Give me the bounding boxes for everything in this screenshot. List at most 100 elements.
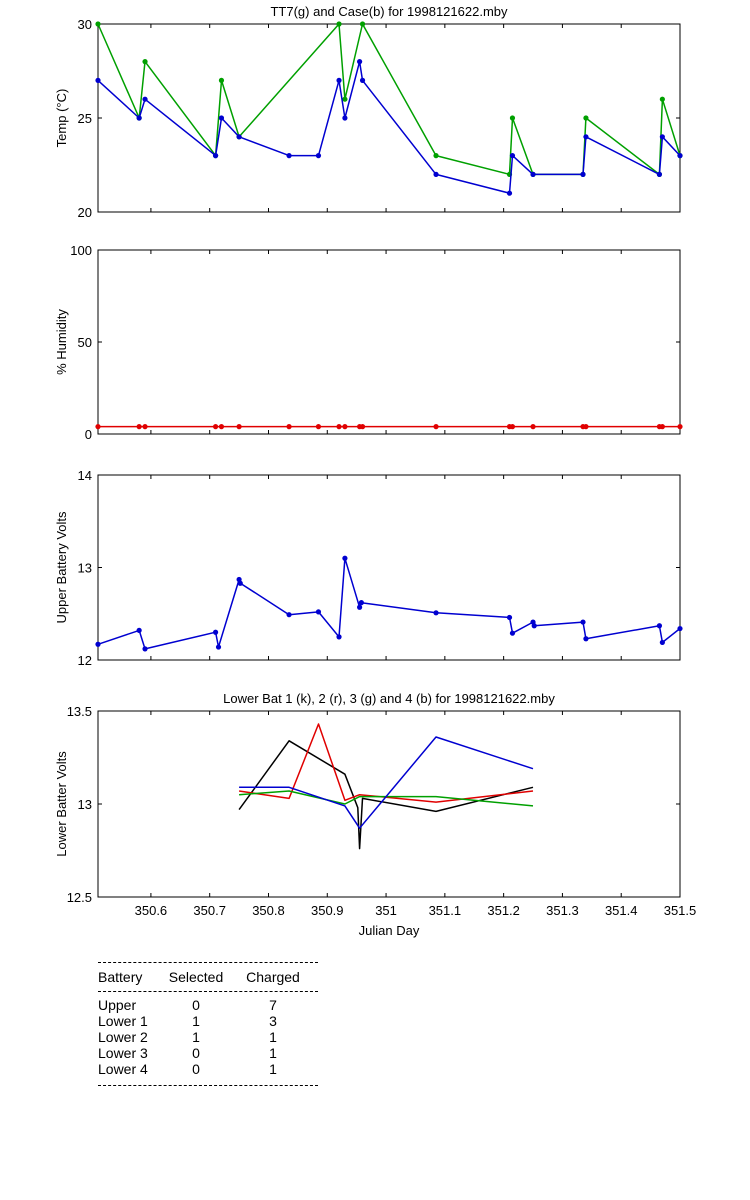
humidity-ytick-label: 0 (85, 427, 92, 442)
humidity-series-0-point (509, 424, 516, 430)
upper-series-0-point (656, 623, 663, 629)
upper-series-0-point (357, 604, 363, 610)
temp-ytick-label: 20 (78, 205, 92, 220)
lower-xlabel: Julian Day (359, 923, 420, 938)
temp-series-1-point (580, 171, 586, 177)
temp-series-1-point (236, 134, 242, 140)
upper-series-0-point (286, 612, 292, 618)
lower-xtick-label: 351.2 (487, 903, 520, 918)
cell-battery: Lower 3 (98, 1045, 148, 1061)
lower-xtick-label: 351.3 (546, 903, 579, 918)
temp-series-1-point (286, 153, 292, 159)
lower-xtick-label: 351 (375, 903, 397, 918)
temp-ylabel: Temp (°C) (54, 89, 69, 148)
table-header-rule (98, 991, 318, 992)
header-selected: Selected (168, 969, 224, 985)
lower-xtick-label: 350.8 (252, 903, 285, 918)
lower-series-3-line (239, 736, 534, 829)
temp-series-1-point (357, 59, 363, 65)
humidity-series-0-point (659, 424, 665, 430)
humidity-plot-frame (97, 249, 681, 435)
cell-battery: Lower 4 (98, 1061, 148, 1077)
temp-series-0-point (659, 96, 665, 102)
humidity-series-0-point (530, 424, 536, 430)
cell-charged: 3 (269, 1013, 277, 1029)
lower-ylabel: Lower Batter Volts (54, 751, 69, 857)
upper-series-0-point (509, 630, 516, 636)
temp-series-1-point (136, 115, 142, 121)
upper-series-0-point (433, 610, 439, 616)
temp-ytick-label: 30 (78, 17, 92, 32)
cell-battery: Lower 1 (98, 1013, 148, 1029)
table-header-row: Battery Selected Charged (98, 963, 318, 991)
humidity-series-0-point (315, 424, 322, 430)
upper-series-0-point (342, 555, 348, 561)
lower-xtick-label: 351.5 (664, 903, 697, 918)
upper-series-0-point (215, 644, 222, 650)
temp-title: TT7(g) and Case(b) for 1998121622.mby (270, 4, 508, 19)
humidity-series-0-point (359, 424, 366, 430)
temp-series-1-point (506, 190, 513, 196)
temp-series-0-point (142, 59, 148, 65)
temp-series-1-point (656, 171, 663, 177)
lower-ytick-label: 13.5 (67, 704, 92, 719)
upper-series-0-point (142, 646, 148, 652)
header-charged: Charged (246, 969, 300, 985)
temp-series-0-point (509, 115, 516, 121)
upper-series-0-point (583, 636, 589, 642)
humidity-series-0-point (136, 424, 142, 430)
lower-series-2-line (239, 790, 534, 807)
lower-ytick-label: 12.5 (67, 890, 92, 905)
temp-series-0-point (95, 21, 101, 27)
temp-series-1-point (142, 96, 148, 102)
temp-series-0-point (336, 21, 342, 27)
cell-selected: 0 (192, 1045, 200, 1061)
humidity-series-0-point (95, 424, 101, 430)
cell-charged: 1 (269, 1061, 277, 1077)
table-row: Lower 1 1 3 (98, 1013, 318, 1029)
lower-xtick-label: 350.7 (193, 903, 226, 918)
upper-series-0-point (580, 619, 586, 625)
temp-series-0-point (359, 21, 366, 27)
upper-series-0-line (97, 557, 681, 650)
humidity-series-0-point (342, 424, 348, 430)
lower-xtick-label: 350.9 (311, 903, 344, 918)
temp-series-0-point (218, 77, 225, 83)
battery-table: Battery Selected Charged Upper 0 7 Lower… (98, 962, 318, 1086)
cell-charged: 1 (269, 1029, 277, 1045)
upper-series-0-point (677, 625, 683, 632)
temp-series-1-point (530, 171, 536, 177)
upper-series-0-point (659, 639, 665, 646)
humidity-series-0-point (433, 424, 439, 430)
temp-series-1-point (509, 153, 516, 159)
table-top-rule (98, 962, 318, 963)
lower-xtick-label: 350.6 (135, 903, 168, 918)
humidity-series-0-point (218, 424, 225, 430)
upper-ytick-label: 13 (78, 561, 92, 576)
table-row: Lower 4 0 1 (98, 1061, 318, 1077)
cell-battery: Lower 2 (98, 1029, 148, 1045)
lower-ytick-label: 13 (78, 797, 92, 812)
table-row: Upper 0 7 (98, 997, 318, 1013)
temp-series-1-line (97, 60, 681, 194)
upper-series-0-point (358, 600, 364, 606)
temp-series-0-point (433, 153, 439, 159)
cell-selected: 1 (192, 1013, 200, 1029)
temp-series-1-point (315, 153, 322, 159)
temp-series-1-point (218, 115, 225, 121)
upper-ytick-label: 14 (78, 468, 92, 483)
temp-series-1-point (677, 153, 683, 159)
lower-series-0-line (238, 740, 534, 850)
upper-series-0-point (315, 609, 322, 615)
temp-series-1-point (336, 77, 342, 83)
temp-series-1-point (659, 134, 665, 140)
humidity-series-0-point (336, 424, 342, 430)
upper-ytick-label: 12 (78, 653, 92, 668)
upper-series-0-point (212, 629, 219, 635)
table-row: Lower 3 0 1 (98, 1045, 318, 1061)
upper-series-0-point (531, 623, 537, 629)
humidity-series-0-point (236, 424, 242, 430)
temp-series-1-point (583, 134, 589, 140)
table-row: Lower 2 1 1 (98, 1029, 318, 1045)
upper-series-0-point (336, 634, 342, 640)
